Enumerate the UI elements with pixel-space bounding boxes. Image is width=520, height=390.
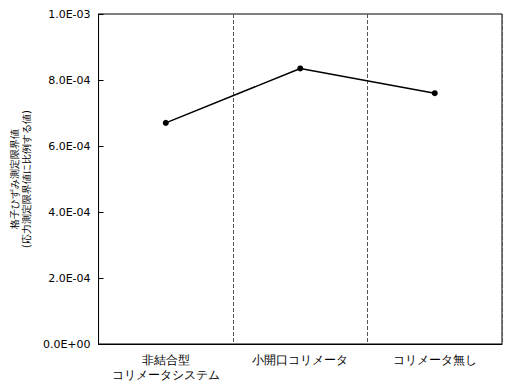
svg-text:非結合型: 非結合型: [142, 353, 190, 367]
svg-text:1.0E-03: 1.0E-03: [48, 8, 90, 21]
svg-text:2.0E-04: 2.0E-04: [48, 272, 90, 285]
svg-text:0.0E+00: 0.0E+00: [43, 338, 91, 351]
svg-text:コリメータ無し: コリメータ無し: [393, 353, 477, 367]
svg-text:4.0E-04: 4.0E-04: [48, 206, 90, 219]
svg-text:(応力測定限界値に比例する値): (応力測定限界値に比例する値): [21, 110, 32, 248]
svg-text:6.0E-04: 6.0E-04: [48, 140, 90, 153]
svg-text:小開口コリメータ: 小開口コリメータ: [252, 353, 348, 367]
svg-text:8.0E-04: 8.0E-04: [48, 74, 90, 87]
svg-text:コリメータシステム: コリメータシステム: [112, 368, 220, 382]
svg-text:格子ひずみ測定限界値: 格子ひずみ測定限界値: [9, 129, 21, 230]
